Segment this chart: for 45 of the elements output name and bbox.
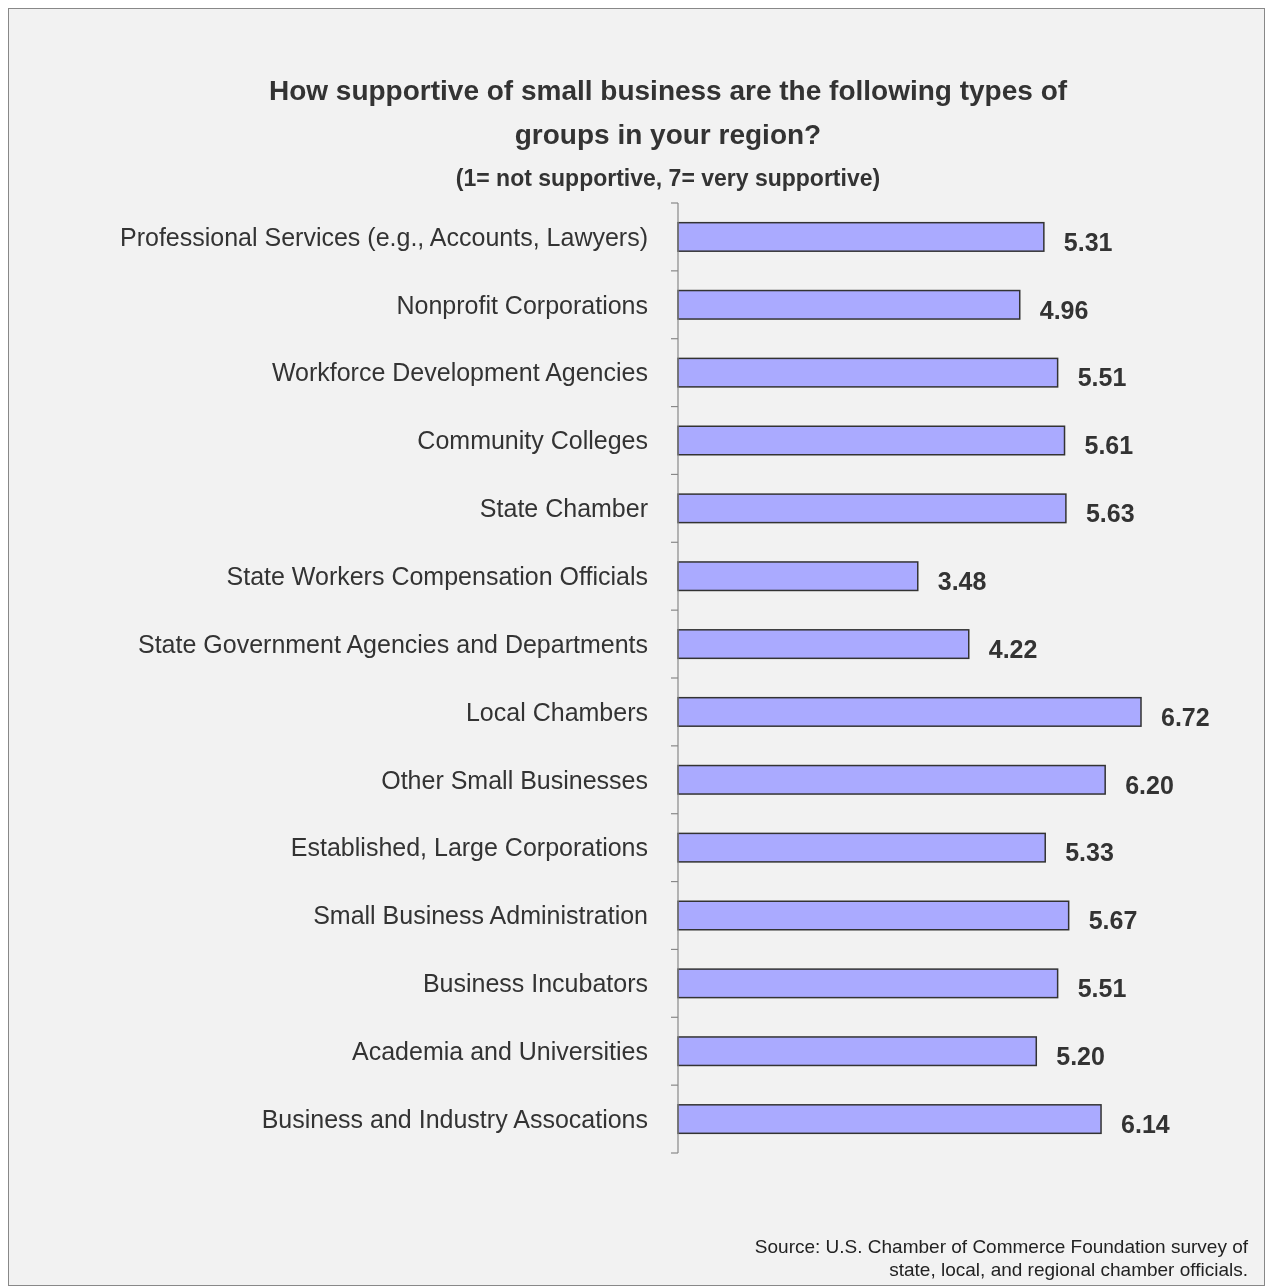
y-tick-label: Other Small Businesses xyxy=(381,765,648,794)
data-label: 5.63 xyxy=(1085,499,1135,528)
bar xyxy=(677,561,919,592)
data-label: 5.31 xyxy=(1063,227,1113,256)
y-tick-label: Established, Large Corporations xyxy=(290,833,648,862)
y-tick-label: Business Incubators xyxy=(422,969,648,998)
bar xyxy=(677,1036,1038,1067)
chart-subtitle: (1= not supportive, 7= very supportive) xyxy=(455,165,881,191)
bar xyxy=(677,832,1046,863)
bar xyxy=(677,493,1067,524)
bar xyxy=(677,1104,1102,1135)
chart-title: How supportive of small business are the following types of groups in your region? xyxy=(268,75,1068,150)
y-tick-label: Academia and Universities xyxy=(352,1036,648,1065)
y-tick-label: State Chamber xyxy=(479,494,648,523)
y-tick-label: Professional Services (e.g., Accounts, Lawyers) xyxy=(119,222,648,251)
data-label: 5.20 xyxy=(1056,1041,1105,1070)
data-label: 6.72 xyxy=(1161,702,1210,731)
data-label: 4.22 xyxy=(988,634,1038,663)
data-label: 6.20 xyxy=(1125,770,1174,799)
y-tick-label: Local Chambers xyxy=(465,697,648,726)
y-tick-label: State Government Agencies and Departments xyxy=(137,629,648,658)
bar xyxy=(677,425,1066,456)
y-tick-label: Nonprofit Corporations xyxy=(396,290,648,319)
data-label: 6.14 xyxy=(1121,1109,1170,1138)
bar xyxy=(677,289,1021,320)
y-tick-label: State Workers Compensation Officials xyxy=(226,561,648,590)
bar xyxy=(677,696,1142,727)
bar xyxy=(677,764,1106,795)
y-tick-label: Workforce Development Agencies xyxy=(271,358,648,387)
y-tick-label: Community Colleges xyxy=(417,426,648,455)
bar xyxy=(677,221,1045,252)
data-label: 5.51 xyxy=(1077,363,1127,392)
data-label: 5.51 xyxy=(1077,974,1127,1003)
bar xyxy=(677,968,1059,999)
bar xyxy=(677,357,1059,388)
data-label: 3.48 xyxy=(937,566,987,595)
y-tick-label: Business and Industry Assocations xyxy=(261,1104,648,1133)
bar xyxy=(677,629,970,660)
data-label: 5.67 xyxy=(1088,906,1138,935)
data-label: 5.33 xyxy=(1065,838,1114,867)
bar xyxy=(677,900,1070,931)
data-label: 5.61 xyxy=(1084,431,1134,460)
data-label: 4.96 xyxy=(1039,295,1089,324)
y-tick-label: Small Business Administration xyxy=(313,901,648,930)
source-note: Source: U.S. Chamber of Commerce Foundation survey of state, local, and regional chamber officials. xyxy=(754,1236,1249,1280)
